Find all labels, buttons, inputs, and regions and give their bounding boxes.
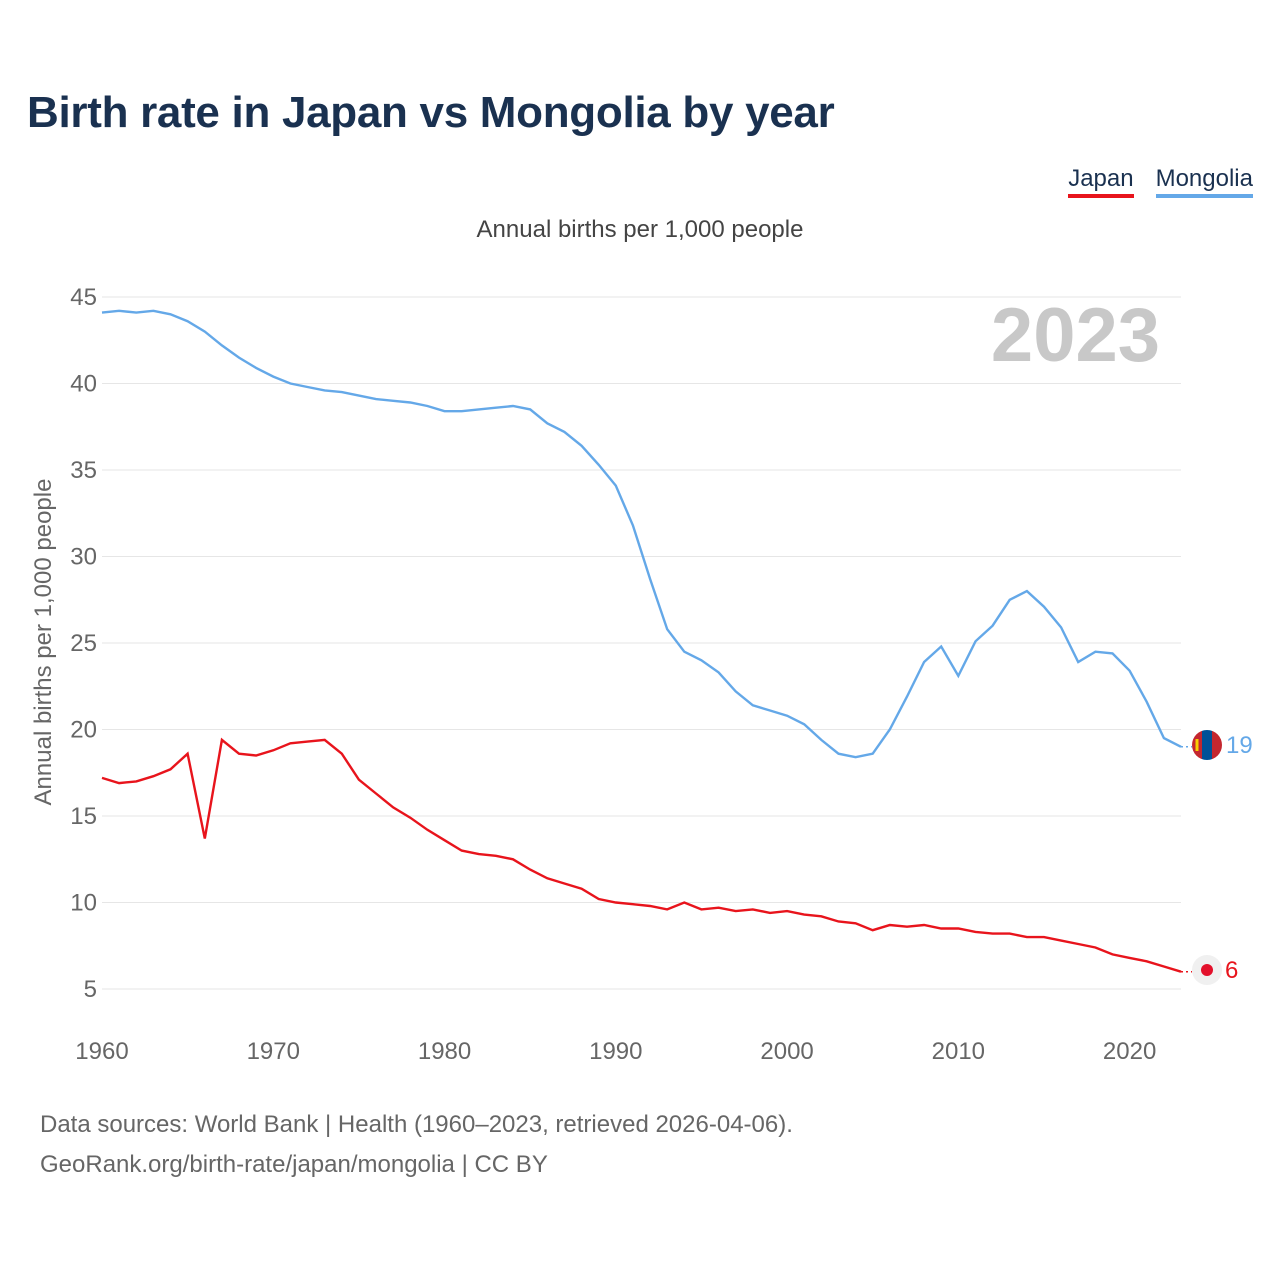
- y-tick-label: 25: [70, 630, 97, 657]
- y-axis-ticks: 5 10 15 20 25 30 35 40 45: [70, 284, 97, 1003]
- y-tick-label: 5: [84, 976, 97, 1003]
- y-tick-label: 10: [70, 890, 97, 917]
- chart-title: Birth rate in Japan vs Mongolia by year: [27, 88, 835, 137]
- y-tick-label: 30: [70, 544, 97, 571]
- legend: Japan Mongolia: [1068, 165, 1253, 198]
- end-marker-mongolia: 19: [1181, 730, 1253, 760]
- x-tick-label: 2010: [932, 1038, 985, 1065]
- credit-link[interactable]: GeoRank.org/birth-rate/japan/mongolia | …: [40, 1151, 548, 1178]
- footer: Data sources: World Bank | Health (1960–…: [40, 1105, 793, 1185]
- data-sources-note: Data sources: World Bank | Health (1960–…: [40, 1111, 793, 1138]
- end-label-japan: 6: [1225, 957, 1238, 984]
- series-line-japan: [101, 737, 1182, 973]
- y-tick-label: 15: [70, 803, 97, 830]
- y-axis-label: Annual births per 1,000 people: [30, 479, 57, 806]
- x-tick-label: 1960: [75, 1038, 128, 1065]
- y-tick-label: 20: [70, 717, 97, 744]
- japan-flag-disc: [1201, 964, 1213, 976]
- chart-subtitle: Annual births per 1,000 people: [476, 216, 804, 243]
- legend-item-mongolia[interactable]: Mongolia: [1155, 165, 1253, 198]
- x-tick-label: 1990: [589, 1038, 642, 1065]
- year-badge: 2023: [991, 293, 1160, 378]
- legend-item-japan[interactable]: Japan: [1068, 165, 1134, 198]
- chart-svg: 5 10 15 20 25 30 35 40 45 1960 1970 1980 1990 2000 20…: [30, 284, 1253, 1065]
- x-axis-ticks: 1960 1970 1980 1990 2000 2010 2020: [75, 1038, 1156, 1065]
- gridlines: [102, 296, 1181, 990]
- end-marker-japan: 6: [1181, 955, 1238, 985]
- y-tick-label: 40: [70, 371, 97, 398]
- series-line-mongolia: [101, 309, 1182, 759]
- y-tick-label: 35: [70, 457, 97, 484]
- y-tick-label: 45: [70, 284, 97, 311]
- end-label-mongolia: 19: [1226, 732, 1253, 759]
- x-tick-label: 2020: [1103, 1038, 1156, 1065]
- mongolia-flag-icon: [1192, 730, 1222, 760]
- x-tick-label: 1980: [418, 1038, 471, 1065]
- x-tick-label: 2000: [760, 1038, 813, 1065]
- x-tick-label: 1970: [247, 1038, 300, 1065]
